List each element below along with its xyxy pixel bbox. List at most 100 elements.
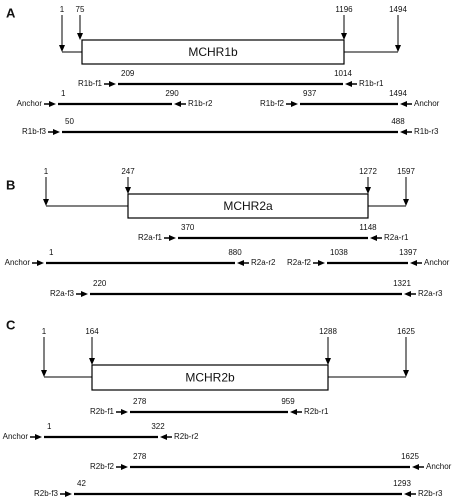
start-label: 220 bbox=[93, 279, 107, 288]
arrowhead bbox=[400, 101, 407, 107]
arrowhead bbox=[37, 260, 44, 266]
arrowhead bbox=[35, 434, 42, 440]
panel-label: A bbox=[6, 5, 16, 20]
end-label: 1148 bbox=[359, 223, 377, 232]
arrowhead bbox=[160, 434, 167, 440]
arrowhead bbox=[41, 370, 47, 377]
gene-name: MCHR2a bbox=[223, 199, 273, 213]
arrowhead bbox=[109, 81, 116, 87]
arrowhead bbox=[169, 235, 176, 241]
arrowhead bbox=[89, 358, 95, 365]
site-label: 1597 bbox=[397, 167, 415, 176]
right-primer: R2b-r3 bbox=[418, 489, 443, 498]
start-label: 1 bbox=[47, 422, 52, 431]
right-primer: R1b-r3 bbox=[414, 127, 439, 136]
gene-name: MCHR1b bbox=[188, 45, 238, 59]
end-label: 1625 bbox=[401, 452, 419, 461]
arrowhead bbox=[291, 101, 298, 107]
arrowhead bbox=[404, 491, 411, 497]
end-label: 1293 bbox=[393, 479, 411, 488]
end-label: 322 bbox=[151, 422, 165, 431]
left-primer: R1b-f2 bbox=[260, 99, 285, 108]
end-label: 1014 bbox=[334, 69, 352, 78]
end-label: 488 bbox=[391, 117, 405, 126]
arrowhead bbox=[121, 409, 128, 415]
left-primer: R2b-f3 bbox=[34, 489, 59, 498]
left-primer: R2b-f2 bbox=[90, 462, 115, 471]
arrowhead bbox=[325, 358, 331, 365]
left-primer: R2b-f1 bbox=[90, 407, 115, 416]
arrowhead bbox=[77, 33, 83, 40]
site-label: 1272 bbox=[359, 167, 377, 176]
left-primer: R2a-f1 bbox=[138, 233, 163, 242]
site-label: 1 bbox=[60, 5, 65, 14]
arrowhead bbox=[365, 187, 371, 194]
arrowhead bbox=[403, 199, 409, 206]
right-primer: R2a-r2 bbox=[251, 258, 276, 267]
end-label: 880 bbox=[228, 248, 242, 257]
arrowhead bbox=[121, 464, 128, 470]
arrowhead bbox=[125, 187, 131, 194]
arrowhead bbox=[49, 101, 56, 107]
gene-box bbox=[81, 39, 345, 65]
site-label: 1625 bbox=[397, 327, 415, 336]
arrowhead bbox=[53, 129, 60, 135]
arrowhead bbox=[290, 409, 297, 415]
arrowhead bbox=[400, 129, 407, 135]
start-label: 1 bbox=[49, 248, 54, 257]
site-label: 1494 bbox=[389, 5, 407, 14]
end-label: 290 bbox=[165, 89, 179, 98]
panel-label: C bbox=[6, 317, 16, 332]
panel-label: B bbox=[6, 177, 15, 192]
gene-box bbox=[91, 364, 329, 391]
right-primer: R1b-r2 bbox=[188, 99, 213, 108]
arrowhead bbox=[174, 101, 181, 107]
start-label: 50 bbox=[65, 117, 74, 126]
right-primer: R1b-r1 bbox=[359, 79, 384, 88]
gene-name: MCHR2b bbox=[185, 371, 235, 385]
arrowhead bbox=[345, 81, 352, 87]
left-primer: Anchor bbox=[3, 432, 29, 441]
arrowhead bbox=[43, 199, 49, 206]
site-label: 247 bbox=[121, 167, 135, 176]
left-primer: R2a-f3 bbox=[50, 289, 75, 298]
site-label: 164 bbox=[85, 327, 99, 336]
left-primer: R2a-f2 bbox=[287, 258, 312, 267]
site-label: 1288 bbox=[319, 327, 337, 336]
start-label: 937 bbox=[303, 89, 317, 98]
site-label: 75 bbox=[76, 5, 85, 14]
end-label: 1397 bbox=[399, 248, 417, 257]
arrowhead bbox=[370, 235, 377, 241]
arrowhead bbox=[403, 370, 409, 377]
left-primer: R1b-f1 bbox=[78, 79, 103, 88]
start-label: 209 bbox=[121, 69, 135, 78]
right-primer: Anchor bbox=[426, 462, 452, 471]
right-primer: R2a-r3 bbox=[418, 289, 443, 298]
left-primer: R1b-f3 bbox=[22, 127, 47, 136]
right-primer: Anchor bbox=[414, 99, 440, 108]
start-label: 370 bbox=[181, 223, 195, 232]
arrowhead bbox=[65, 491, 72, 497]
site-label: 1 bbox=[42, 327, 47, 336]
arrowhead bbox=[412, 464, 419, 470]
end-label: 1321 bbox=[393, 279, 411, 288]
arrowhead bbox=[410, 260, 417, 266]
right-primer: R2b-r2 bbox=[174, 432, 199, 441]
start-label: 42 bbox=[77, 479, 86, 488]
site-label: 1196 bbox=[335, 5, 353, 14]
left-primer: Anchor bbox=[5, 258, 31, 267]
right-primer: R2b-r1 bbox=[304, 407, 329, 416]
arrowhead bbox=[404, 291, 411, 297]
start-label: 278 bbox=[133, 452, 147, 461]
left-primer: Anchor bbox=[17, 99, 43, 108]
start-label: 1 bbox=[61, 89, 66, 98]
arrowhead bbox=[237, 260, 244, 266]
end-label: 1494 bbox=[389, 89, 407, 98]
arrowhead bbox=[341, 33, 347, 40]
start-label: 1038 bbox=[330, 248, 348, 257]
arrowhead bbox=[318, 260, 325, 266]
end-label: 959 bbox=[281, 397, 295, 406]
right-primer: R2a-r1 bbox=[384, 233, 409, 242]
arrowhead bbox=[395, 45, 401, 52]
